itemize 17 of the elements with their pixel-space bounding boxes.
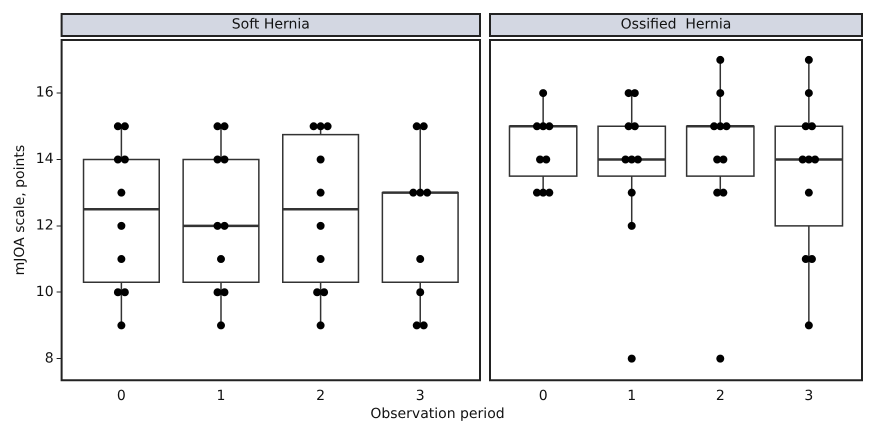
- x-tick-label: 1: [627, 388, 636, 404]
- y-tick-label: 14: [36, 151, 54, 168]
- y-tick-label: 8: [44, 350, 54, 366]
- x-tick-label: 2: [316, 388, 326, 404]
- y-axis-title: mJOA scale, points: [12, 144, 28, 276]
- x-tick-label: 2: [716, 388, 725, 404]
- chart-title: Soft Hernia: [232, 16, 310, 33]
- x-axis-title: Observation period: [369, 406, 506, 422]
- x-tick-label: 0: [116, 388, 126, 404]
- chart-title: Ossified Hernia: [620, 16, 732, 33]
- x-tick-label: 3: [416, 388, 425, 404]
- y-tick-label: 12: [36, 218, 54, 234]
- y-tick-label: 10: [36, 284, 54, 300]
- y-tick-label: 16: [36, 84, 54, 101]
- x-tick-label: 0: [538, 388, 548, 404]
- x-tick-label: 1: [216, 388, 226, 404]
- x-tick-label: 3: [804, 388, 814, 404]
